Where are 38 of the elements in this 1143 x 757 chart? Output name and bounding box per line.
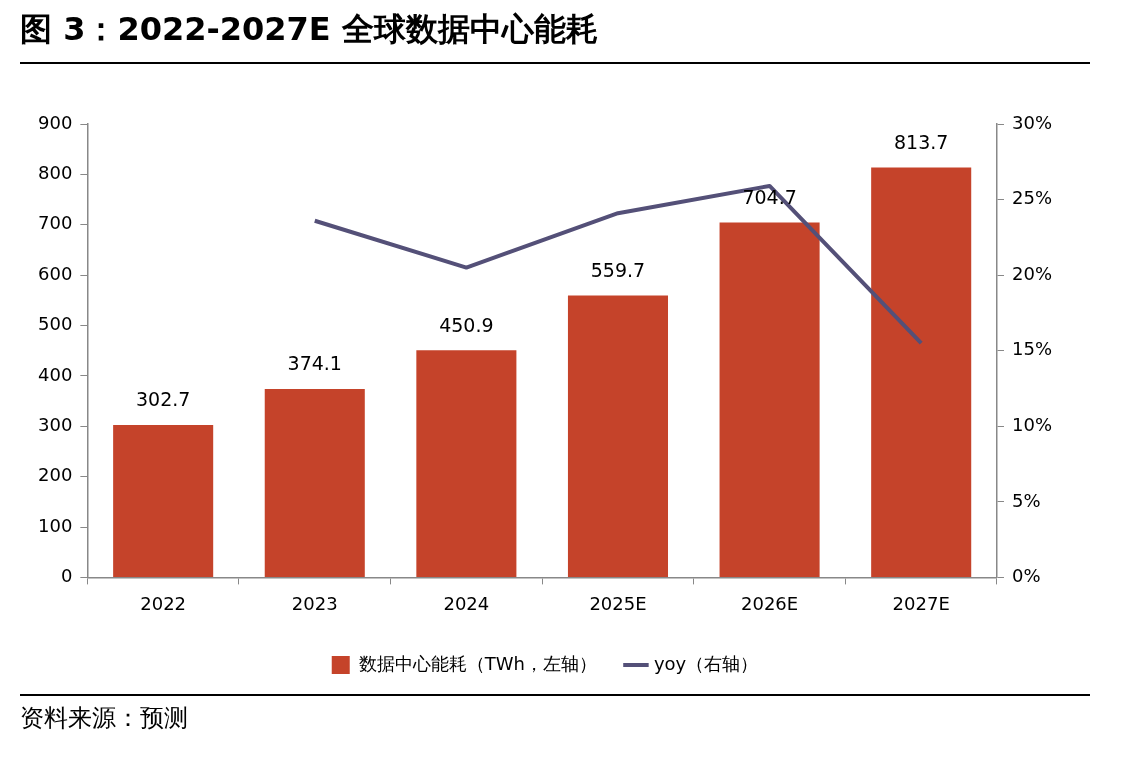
y2-tick-label: 0% [1011, 565, 1041, 587]
x-tick-label: 2026E [740, 592, 799, 614]
y2-tick-label: 30% [1011, 111, 1053, 133]
x-tick-label: 2023 [291, 592, 338, 614]
bar [264, 388, 365, 577]
y-tick-label: 500 [38, 313, 73, 335]
y-tick-label: 100 [38, 514, 73, 536]
bar [871, 167, 972, 577]
data-label: 813.7 [893, 130, 949, 153]
y2-tick-label: 20% [1011, 262, 1053, 284]
y-tick-label: 900 [38, 111, 73, 133]
y-tick-label: 0 [60, 565, 73, 587]
y2-tick-label: 10% [1011, 413, 1053, 435]
chart-title: 图 3：2022-2027E 全球数据中心能耗 [20, 8, 1090, 64]
bar [113, 424, 214, 577]
data-label: 450.9 [439, 313, 494, 336]
y-tick-label: 300 [38, 413, 73, 435]
data-label: 374.1 [287, 352, 342, 375]
x-tick-label: 2024 [443, 592, 490, 614]
text: 资料来源：预测 [20, 703, 189, 734]
y-tick-label: 800 [38, 162, 73, 184]
x-tick-label: 2027E [892, 592, 950, 614]
bar [719, 222, 820, 577]
y-tick-label: 200 [38, 464, 73, 486]
legend-label: 数据中心能耗（TWh，左轴） [358, 652, 597, 674]
bar [416, 350, 517, 577]
y2-tick-label: 25% [1011, 187, 1053, 209]
y-tick-label: 600 [38, 262, 73, 284]
bar [567, 295, 669, 577]
y2-tick-label: 5% [1011, 489, 1041, 511]
data-label: 302.7 [135, 388, 191, 411]
legend-label: yoy（右轴） [653, 652, 759, 674]
y-tick-label: 700 [38, 212, 73, 234]
y-tick-label: 400 [38, 363, 73, 385]
data-label: 559.7 [590, 258, 646, 281]
x-tick-label: 2022 [140, 592, 187, 614]
x-tick-label: 2025E [589, 592, 647, 614]
y2-tick-label: 15% [1011, 338, 1053, 360]
